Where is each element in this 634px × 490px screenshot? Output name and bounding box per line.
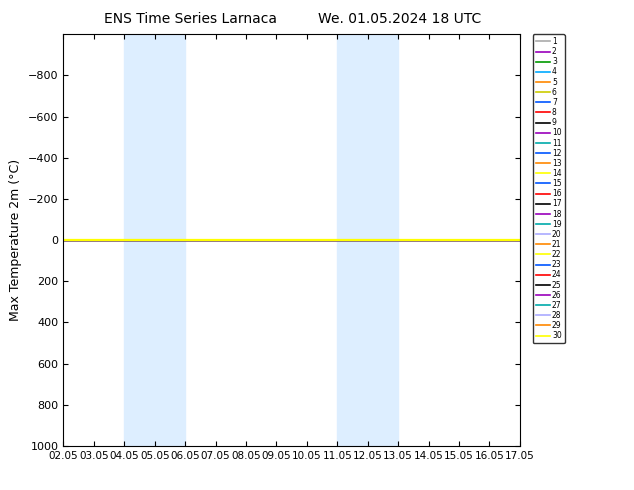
- Y-axis label: Max Temperature 2m (°C): Max Temperature 2m (°C): [10, 159, 22, 321]
- Bar: [155, 34, 185, 446]
- Bar: [337, 34, 368, 446]
- Bar: [368, 34, 398, 446]
- Bar: [124, 34, 155, 446]
- Text: ENS Time Series Larnaca: ENS Time Series Larnaca: [104, 12, 276, 26]
- Text: We. 01.05.2024 18 UTC: We. 01.05.2024 18 UTC: [318, 12, 481, 26]
- Legend: 1, 2, 3, 4, 5, 6, 7, 8, 9, 10, 11, 12, 13, 14, 15, 16, 17, 18, 19, 20, 21, 22, 2: 1, 2, 3, 4, 5, 6, 7, 8, 9, 10, 11, 12, 1…: [533, 34, 565, 343]
